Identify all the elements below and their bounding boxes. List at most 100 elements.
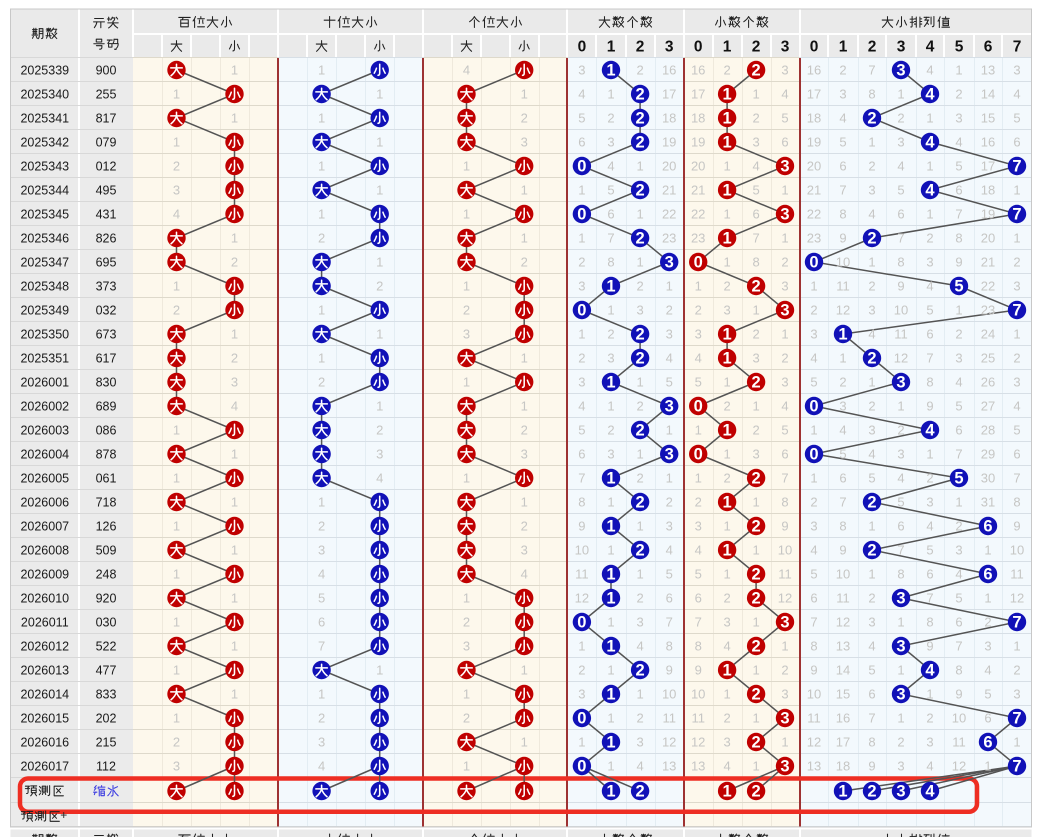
svg-text:373: 373 [96, 280, 117, 294]
svg-text:2: 2 [318, 518, 325, 533]
svg-text:1: 1 [231, 110, 238, 125]
svg-text:1: 1 [723, 662, 732, 680]
svg-text:1: 1 [723, 350, 732, 368]
svg-text:1: 1 [868, 518, 875, 533]
svg-text:920: 920 [96, 592, 117, 606]
svg-text:21: 21 [807, 182, 821, 197]
svg-text:0: 0 [577, 302, 586, 320]
svg-text:6: 6 [666, 590, 673, 605]
svg-text:2: 2 [636, 86, 645, 104]
svg-text:8: 8 [897, 254, 904, 269]
svg-text:2: 2 [521, 518, 528, 533]
svg-text:7: 7 [752, 230, 759, 245]
svg-text:6: 6 [926, 566, 933, 581]
svg-text:2: 2 [636, 182, 645, 200]
svg-text:14: 14 [836, 662, 850, 677]
svg-text:7: 7 [897, 230, 904, 245]
svg-text:1: 1 [521, 494, 528, 509]
svg-text:2: 2 [867, 494, 876, 512]
svg-text:1: 1 [606, 686, 615, 704]
svg-text:1: 1 [984, 758, 991, 773]
svg-text:1: 1 [606, 734, 615, 752]
svg-text:7: 7 [1012, 614, 1021, 632]
svg-text:2: 2 [578, 662, 585, 677]
svg-text:1: 1 [926, 686, 933, 701]
svg-text:3: 3 [1013, 686, 1020, 701]
svg-text:1: 1 [839, 38, 848, 55]
svg-text:2025342: 2025342 [20, 136, 69, 150]
svg-text:27: 27 [981, 398, 995, 413]
svg-text:4: 4 [839, 110, 846, 125]
svg-text:2: 2 [607, 326, 614, 341]
svg-text:1: 1 [606, 278, 615, 296]
svg-text:2: 2 [955, 326, 962, 341]
svg-text:6: 6 [781, 446, 788, 461]
svg-text:5: 5 [578, 422, 585, 437]
svg-text:3: 3 [463, 638, 470, 653]
svg-text:3: 3 [636, 734, 643, 749]
svg-text:0: 0 [694, 398, 703, 416]
svg-text:12: 12 [952, 758, 966, 773]
svg-text:689: 689 [96, 400, 117, 414]
svg-text:2: 2 [868, 590, 875, 605]
svg-text:1: 1 [1013, 326, 1020, 341]
svg-text:8: 8 [926, 374, 933, 389]
svg-text:1: 1 [666, 278, 673, 293]
svg-text:2: 2 [867, 783, 876, 801]
svg-text:4: 4 [868, 638, 875, 653]
svg-text:2: 2 [173, 734, 180, 749]
svg-text:5: 5 [695, 374, 702, 389]
svg-text:6: 6 [984, 710, 991, 725]
svg-text:1: 1 [752, 302, 759, 317]
svg-text:12: 12 [836, 302, 850, 317]
svg-text:2: 2 [521, 254, 528, 269]
svg-text:3: 3 [578, 374, 585, 389]
svg-text:2: 2 [636, 494, 645, 512]
svg-text:2: 2 [926, 230, 933, 245]
svg-text:8: 8 [810, 638, 817, 653]
svg-text:10: 10 [1010, 542, 1024, 557]
svg-text:8: 8 [926, 614, 933, 629]
svg-text:11: 11 [836, 590, 850, 605]
svg-text:16: 16 [662, 62, 676, 77]
svg-text:3: 3 [780, 710, 789, 728]
svg-text:13: 13 [981, 62, 995, 77]
svg-text:5: 5 [984, 686, 991, 701]
svg-text:1: 1 [463, 758, 470, 773]
svg-text:1: 1 [955, 62, 962, 77]
svg-text:1: 1 [897, 710, 904, 725]
svg-text:13: 13 [836, 638, 850, 653]
svg-text:7: 7 [955, 446, 962, 461]
svg-text:13: 13 [662, 758, 676, 773]
svg-text:12: 12 [807, 734, 821, 749]
svg-text:1: 1 [231, 590, 238, 605]
svg-text:2: 2 [636, 662, 645, 680]
svg-text:1: 1 [926, 206, 933, 221]
svg-text:2: 2 [897, 734, 904, 749]
svg-text:2: 2 [666, 302, 673, 317]
svg-text:1: 1 [1013, 182, 1020, 197]
svg-text:1: 1 [318, 110, 325, 125]
svg-text:5: 5 [318, 590, 325, 605]
svg-text:2: 2 [839, 374, 846, 389]
svg-text:1: 1 [752, 86, 759, 101]
svg-text:0: 0 [694, 446, 703, 464]
svg-text:2: 2 [810, 302, 817, 317]
svg-text:22: 22 [807, 206, 821, 221]
svg-text:1: 1 [607, 710, 614, 725]
svg-text:2: 2 [984, 614, 991, 629]
svg-text:3: 3 [780, 758, 789, 776]
svg-text:1: 1 [723, 230, 732, 248]
svg-text:3: 3 [868, 422, 875, 437]
svg-text:1: 1 [695, 422, 702, 437]
svg-text:4: 4 [781, 86, 788, 101]
svg-text:2: 2 [578, 350, 585, 365]
svg-text:3: 3 [781, 374, 788, 389]
svg-text:2: 2 [607, 110, 614, 125]
svg-text:1: 1 [231, 638, 238, 653]
svg-text:1: 1 [926, 158, 933, 173]
svg-text:1: 1 [752, 662, 759, 677]
svg-text:2025350: 2025350 [20, 328, 69, 342]
svg-text:1: 1 [231, 686, 238, 701]
svg-text:215: 215 [96, 736, 117, 750]
